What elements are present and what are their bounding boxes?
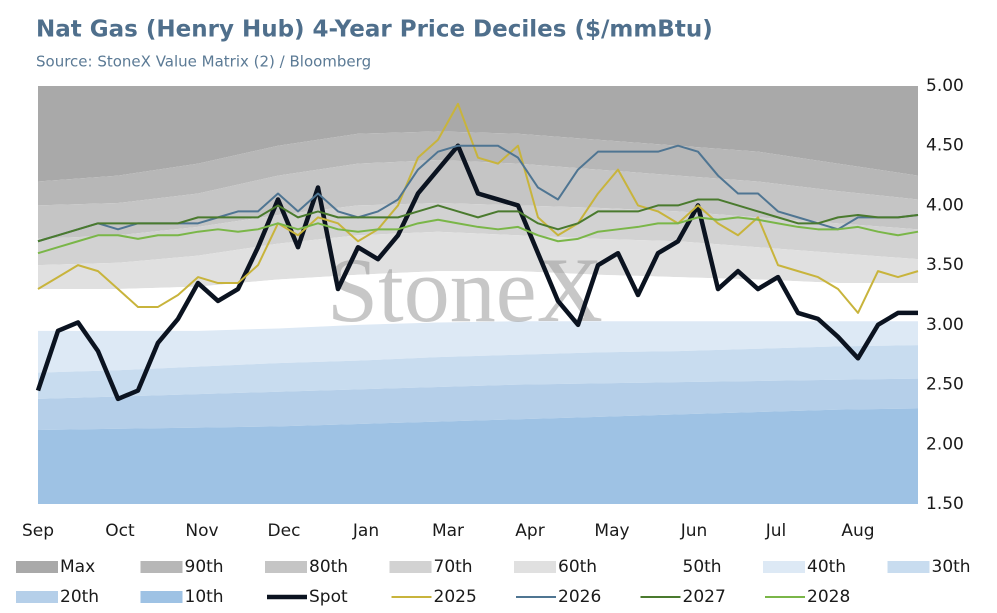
x-tick-label: Jun <box>680 521 708 541</box>
legend-swatch <box>763 561 805 573</box>
y-tick-label: 1.50 <box>926 494 964 514</box>
legend-label: 2028 <box>807 587 850 607</box>
legend-swatch <box>265 561 307 573</box>
price-line <box>37 144 919 243</box>
decile-band <box>38 321 918 373</box>
legend-swatch <box>140 591 183 603</box>
legend-swatch <box>514 561 556 573</box>
price-line <box>37 102 919 314</box>
legend-label: 2026 <box>558 587 601 607</box>
price-line <box>35 143 918 402</box>
y-tick-label: 4.50 <box>926 136 964 156</box>
x-tick-label: Jul <box>765 521 787 541</box>
decile-band <box>38 231 918 290</box>
legend-swatch <box>16 561 58 573</box>
legend-swatch <box>16 591 58 603</box>
x-tick-label: May <box>594 521 629 541</box>
x-tick-label: Mar <box>432 521 464 541</box>
y-tick-label: 4.00 <box>926 195 964 215</box>
price-line <box>37 216 919 255</box>
y-tick-label: 5.00 <box>926 76 964 96</box>
legend-label: Max <box>60 557 95 577</box>
legend-label: 40th <box>807 557 846 577</box>
legend-label: 90th <box>185 557 224 577</box>
x-tick-label: Apr <box>515 521 544 541</box>
legend-label: 2027 <box>683 587 726 607</box>
x-tick-label: Dec <box>268 521 301 541</box>
price-line <box>37 198 919 243</box>
decile-band <box>38 378 918 430</box>
decile-band <box>38 86 918 182</box>
legend-label: 20th <box>60 587 99 607</box>
decile-band <box>38 345 918 399</box>
legend-swatch <box>887 561 930 573</box>
x-tick-label: Jan <box>352 521 379 541</box>
x-tick-label: Oct <box>105 521 135 541</box>
legend-label: 60th <box>558 557 597 577</box>
legend-label: 10th <box>185 587 224 607</box>
x-tick-label: Aug <box>841 521 874 541</box>
legend-label: 80th <box>309 557 348 577</box>
decile-band <box>38 131 918 206</box>
y-tick-label: 3.50 <box>926 255 964 275</box>
legend-swatch <box>140 561 183 573</box>
chart-title: Nat Gas (Henry Hub) 4-Year Price Deciles… <box>36 17 713 43</box>
legend-swatch <box>638 561 681 573</box>
decile-band <box>38 160 918 239</box>
legend-swatch <box>389 561 432 573</box>
decile-band <box>38 408 918 504</box>
x-tick-label: Sep <box>22 521 54 541</box>
decile-band <box>38 203 918 266</box>
y-tick-label: 2.00 <box>926 434 964 454</box>
decile-band <box>38 271 918 331</box>
x-tick-label: Nov <box>185 521 218 541</box>
legend-label: 50th <box>683 557 722 577</box>
legend-label: 2025 <box>434 587 477 607</box>
legend-label: 30th <box>932 557 971 577</box>
y-tick-label: 2.50 <box>926 375 964 395</box>
y-tick-label: 3.00 <box>926 315 964 335</box>
legend-label: 70th <box>434 557 473 577</box>
legend-label: Spot <box>309 587 348 607</box>
chart-subtitle: Source: StoneX Value Matrix (2) / Bloomb… <box>36 53 371 71</box>
